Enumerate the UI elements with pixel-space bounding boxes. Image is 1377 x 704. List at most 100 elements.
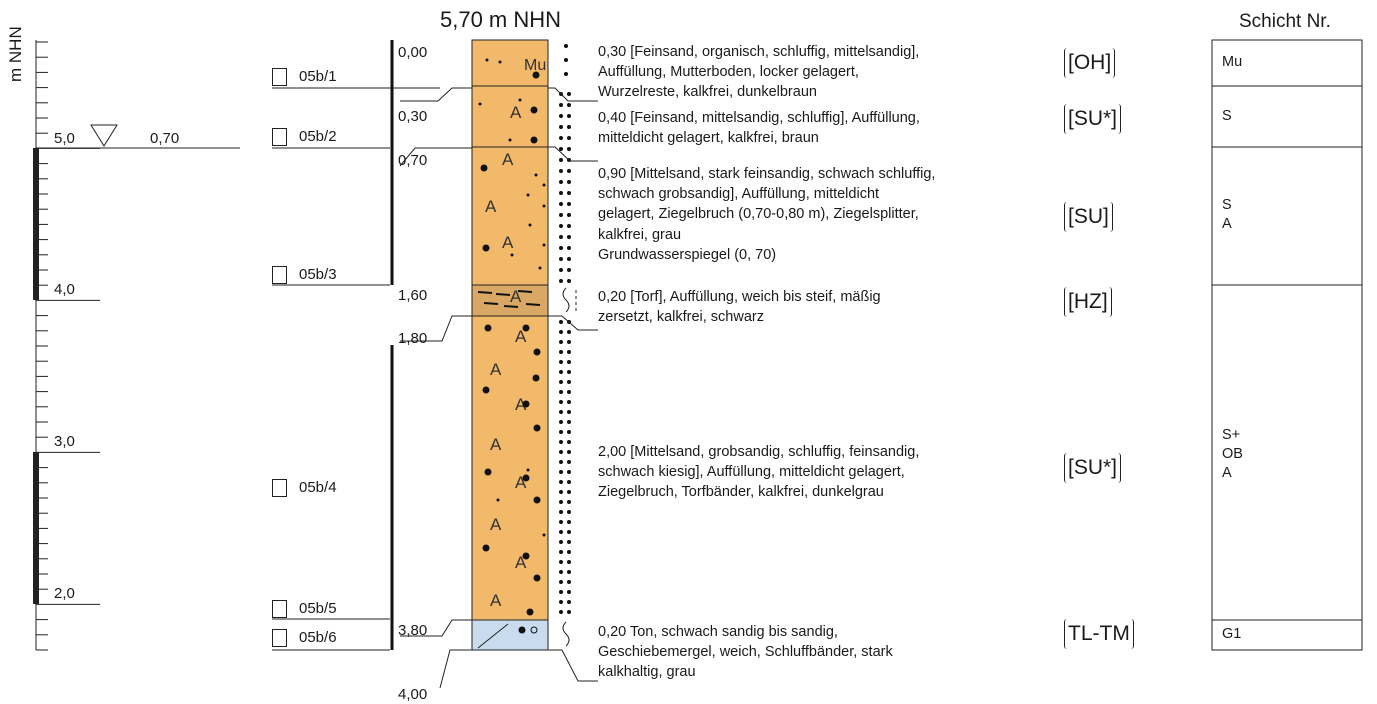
dot	[559, 147, 563, 151]
gravel-dot	[530, 106, 538, 114]
dot	[559, 380, 563, 384]
dot	[567, 380, 571, 384]
layer-description: 0,40 [Feinsand, mittelsandig, schluffig]…	[598, 110, 920, 147]
dot	[567, 180, 571, 184]
sand-dot	[498, 60, 502, 64]
peat-dash	[477, 291, 493, 294]
tick-label-3: 3,0	[54, 433, 75, 450]
layer-description: 0,20 [Torf], Auffüllung, weich bis steif…	[598, 289, 881, 326]
gravel-dot	[526, 608, 534, 616]
sand-dot	[538, 266, 542, 270]
sand-dot	[526, 468, 530, 472]
dot	[559, 520, 563, 524]
symbol-a: A	[490, 591, 502, 610]
layer-number: G1	[1222, 626, 1242, 642]
dot	[559, 440, 563, 444]
symbol-a: A	[502, 233, 514, 252]
dot	[559, 257, 563, 261]
dot	[567, 450, 571, 454]
dot	[564, 58, 568, 62]
symbol-a: A	[490, 435, 502, 454]
dot	[567, 103, 571, 107]
sample-label: 05b/5	[299, 600, 337, 617]
layer-description: 0,30 [Feinsand, organisch, schluffig, mi…	[598, 44, 920, 101]
dot	[567, 279, 571, 283]
layer-hz	[471, 284, 549, 317]
dot	[559, 450, 563, 454]
sand-dot	[508, 138, 512, 142]
dot	[559, 570, 563, 574]
soil-code: TL-TM	[1064, 619, 1134, 649]
dot	[567, 360, 571, 364]
sand-dot	[542, 533, 546, 537]
sample-label: 05b/3	[299, 266, 337, 283]
symbol-a: A	[510, 103, 522, 122]
dot	[559, 510, 563, 514]
dot	[559, 246, 563, 250]
sand-dot	[542, 204, 546, 208]
tick-label-4: 4,0	[54, 281, 75, 298]
gravel-dot	[532, 374, 540, 382]
layer-description: 0,20 Ton, schwach sandig bis sandig, Ges…	[598, 624, 893, 681]
axis-label: m NHN	[6, 26, 25, 82]
dot	[567, 520, 571, 524]
dot	[559, 360, 563, 364]
depth-label: 3,80	[398, 622, 428, 639]
dot	[559, 330, 563, 334]
sand-dot	[542, 243, 546, 247]
dot	[567, 570, 571, 574]
dot	[567, 169, 571, 173]
symbol-a: A	[485, 197, 497, 216]
dot	[567, 400, 571, 404]
dot	[567, 235, 571, 239]
gravel-dot	[522, 474, 530, 482]
symbol-a: A	[490, 515, 502, 534]
dot	[559, 370, 563, 374]
dot	[567, 147, 571, 151]
dot	[559, 268, 563, 272]
dot	[567, 500, 571, 504]
tick-label-5: 5,0	[54, 130, 75, 147]
layer-number: Mu	[1222, 54, 1243, 70]
gravel-dot	[482, 244, 490, 252]
dot	[559, 610, 563, 614]
groundwater-depth: 0,70	[150, 130, 180, 147]
dot	[567, 114, 571, 118]
dot	[567, 460, 571, 464]
symbol-a: A	[515, 395, 527, 414]
depth-label: 0,70	[398, 152, 428, 169]
dot	[567, 560, 571, 564]
layer-number: S A	[1222, 197, 1232, 232]
peat-dash	[503, 305, 519, 308]
sand-dot	[518, 98, 522, 102]
dot	[567, 136, 571, 140]
wave-mark	[562, 287, 570, 313]
peat-dash	[483, 302, 499, 305]
dot	[559, 279, 563, 283]
dot	[564, 44, 568, 48]
dot	[559, 460, 563, 464]
layer-tl-tm	[471, 619, 549, 651]
symbol-a: A	[510, 287, 522, 306]
gravel-dot	[533, 496, 541, 504]
elevation-title: 5,70 m NHN	[440, 7, 562, 32]
dot	[559, 114, 563, 118]
sample-box	[272, 600, 287, 618]
dot	[559, 580, 563, 584]
sand-dot	[534, 173, 538, 177]
dot	[567, 550, 571, 554]
peat-dash	[517, 290, 533, 293]
dot	[567, 430, 571, 434]
dot	[559, 390, 563, 394]
layer-su-star-2	[471, 315, 549, 621]
dot	[559, 410, 563, 414]
dot	[567, 410, 571, 414]
dot	[559, 470, 563, 474]
dot	[567, 420, 571, 424]
pebble-mark	[530, 626, 538, 634]
layer-description: 2,00 [Mittelsand, grobsandig, schluffig,…	[598, 444, 920, 501]
gravel-dot	[533, 348, 541, 356]
dot	[567, 92, 571, 96]
dot	[567, 540, 571, 544]
